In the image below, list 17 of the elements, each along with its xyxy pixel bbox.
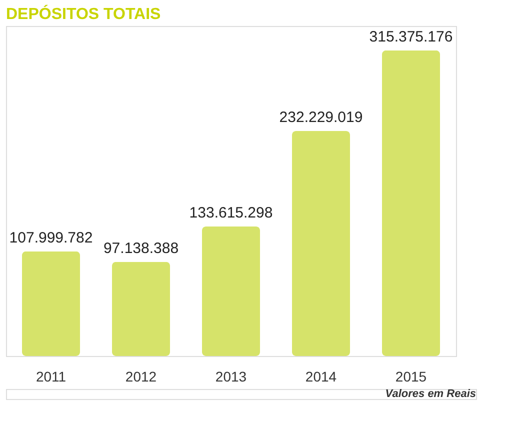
x-tick-label: 2013 [215,368,247,384]
bar [382,50,440,356]
data-label: 133.615.298 [189,204,273,222]
x-tick-label: 2015 [395,368,427,384]
data-label: 232.229.019 [279,109,363,126]
data-label: 97.138.388 [103,240,179,257]
x-tick-label: 2014 [305,368,337,384]
bar [112,262,170,356]
data-label: 107.999.782 [9,229,93,246]
x-tick-label: 2012 [125,368,157,384]
bar [22,251,80,356]
bar [292,131,350,356]
bar [202,226,260,356]
chart-title: DEPÓSITOS TOTAIS [6,4,162,23]
text: Valores em Reais [385,388,476,400]
x-tick-label: 2011 [36,368,66,384]
data-label: 315.375.176 [369,28,453,46]
